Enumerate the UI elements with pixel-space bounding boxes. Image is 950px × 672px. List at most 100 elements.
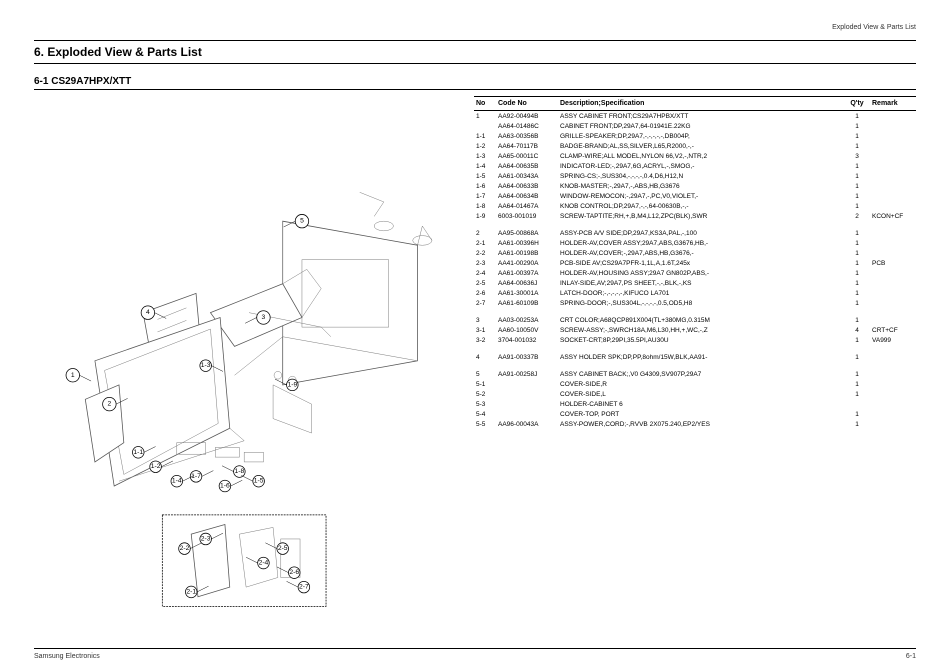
table-row: 1-6AA64-00633BKNOB-MASTER;-,29A7,-,ABS,H… [474, 181, 916, 191]
cell-desc: KNOB-MASTER;-,29A7,-,ABS,HB,G3676 [558, 181, 844, 191]
cell-code: AA91-00258J [496, 369, 558, 379]
cell-remark [870, 419, 916, 429]
cell-code [496, 389, 558, 399]
cell-code: AA64-01467A [496, 201, 558, 211]
diagram-column: 12345 1-31-81-71-61-51-41-21-11-9 2-22-1… [34, 96, 464, 621]
cell-code: AA91-00337B [496, 352, 558, 362]
table-row: 1-8AA64-01467AKNOB CONTROL;DP,29A7,-,-,6… [474, 201, 916, 211]
section-title: 6. Exploded View & Parts List [34, 45, 916, 59]
table-row: 2-7AA61-60109BSPRING-DOOR;-,SUS304L,-,-,… [474, 298, 916, 308]
cell-remark: CRT+CF [870, 325, 916, 335]
cell-no: 1-1 [474, 131, 496, 141]
table-row: 2-6AA61-30001ALATCH-DOOR;-,-,-,-,-,KIFUC… [474, 288, 916, 298]
cell-qty: 1 [844, 181, 870, 191]
cell-desc: SPRING-DOOR;-,SUS304L,-,-,-,-,0.5,OD5,H8 [558, 298, 844, 308]
cell-qty: 1 [844, 315, 870, 325]
svg-text:1-5: 1-5 [254, 478, 264, 485]
cell-qty: 1 [844, 201, 870, 211]
cell-code: AA60-10050V [496, 325, 558, 335]
table-row: 5AA91-00258JASSY CABINET BACK;,V0 G4309,… [474, 369, 916, 379]
cell-qty: 1 [844, 161, 870, 171]
table-row: 2-5AA64-00636JINLAY-SIDE,AV;29A7,PS SHEE… [474, 278, 916, 288]
cell-desc: ASSY-POWER,CORD;-,RVVB 2X075.240,EP2/YES [558, 419, 844, 429]
table-row: 3-23704-001032SOCKET-CRT;8P,29PI,35.5PI,… [474, 335, 916, 345]
cell-code: AA64-01486C [496, 121, 558, 131]
cell-remark [870, 409, 916, 419]
cell-remark [870, 288, 916, 298]
table-row: 5-3HOLDER-CABINET 6 [474, 399, 916, 409]
col-desc: Description;Specification [558, 97, 844, 111]
parts-table-column: No Code No Description;Specification Q't… [474, 96, 916, 621]
cell-remark [870, 201, 916, 211]
table-row: 2AA95-00868AASSY-PCB A/V SIDE;DP,29A7,KS… [474, 228, 916, 238]
cell-desc: SCREW-ASSY;-,SWRCH18A,M6,L30,HH,+,WC,-,Z [558, 325, 844, 335]
table-row: 1AA92-00494BASSY CABINET FRONT;CS29A7HPB… [474, 111, 916, 122]
cell-desc: WINDOW-REMOCON;-,29A7,-,PC,V0,VIOLET,- [558, 191, 844, 201]
col-no: No [474, 97, 496, 111]
table-row: AA64-01486CCABINET FRONT;DP,29A7,64-0194… [474, 121, 916, 131]
cell-no: 1-7 [474, 191, 496, 201]
cell-desc: CLAMP-WIRE;ALL MODEL,NYLON 66,V2,-,NTR,2 [558, 151, 844, 161]
cell-remark [870, 278, 916, 288]
cell-code: AA64-00634B [496, 191, 558, 201]
cell-qty: 1 [844, 248, 870, 258]
svg-text:2-4: 2-4 [259, 560, 269, 567]
cell-code: AA61-00396H [496, 238, 558, 248]
cell-code: AA61-00198B [496, 248, 558, 258]
table-row: 3AA03-00253ACRT COLOR;A68QCP891X004(TL+3… [474, 315, 916, 325]
cell-no: 1-6 [474, 181, 496, 191]
cell-code: 3704-001032 [496, 335, 558, 345]
table-row: 3-1AA60-10050VSCREW-ASSY;-,SWRCH18A,M6,L… [474, 325, 916, 335]
cell-code: AA64-70117B [496, 141, 558, 151]
col-remark: Remark [870, 97, 916, 111]
cell-no: 5-5 [474, 419, 496, 429]
callout-1-7: 1-7 [190, 471, 213, 483]
cell-no: 5-3 [474, 399, 496, 409]
table-spacer [474, 308, 916, 315]
cell-desc: COVER-SIDE,R [558, 379, 844, 389]
svg-text:2-1: 2-1 [186, 588, 196, 595]
cell-desc: ASSY-PCB A/V SIDE;DP,29A7,KS3A,PAL,-,100 [558, 228, 844, 238]
exploded-view-diagram: 12345 1-31-81-71-61-51-41-21-11-9 2-22-1… [34, 96, 464, 616]
cell-qty: 3 [844, 151, 870, 161]
cell-no: 5-1 [474, 379, 496, 389]
col-code: Code No [496, 97, 558, 111]
cell-no: 3-2 [474, 335, 496, 345]
callout-1-6: 1-6 [219, 480, 242, 492]
cell-desc: GRILLE-SPEAKER;DP,29A7,-,-,-,-,-,DB004P, [558, 131, 844, 141]
cell-remark [870, 121, 916, 131]
svg-text:1-9: 1-9 [287, 381, 297, 388]
cell-remark [870, 151, 916, 161]
part-cabinet-back [235, 192, 432, 385]
cell-no: 2-4 [474, 268, 496, 278]
callout-2-6: 2-6 [277, 567, 300, 579]
callout-1-5: 1-5 [241, 475, 264, 487]
svg-text:2-2: 2-2 [180, 545, 190, 552]
cell-code: AA64-00633B [496, 181, 558, 191]
cell-remark [870, 181, 916, 191]
cell-qty: 1 [844, 298, 870, 308]
cell-desc: ASSY HOLDER SPK;DP,PP,8ohm/15W,BLK,AA91- [558, 352, 844, 362]
content-row: 12345 1-31-81-71-61-51-41-21-11-9 2-22-1… [34, 96, 916, 621]
cell-qty: 1 [844, 379, 870, 389]
cell-qty: 1 [844, 335, 870, 345]
cell-code: AA61-00343A [496, 171, 558, 181]
svg-text:3: 3 [262, 314, 266, 321]
parts-table-head: No Code No Description;Specification Q't… [474, 97, 916, 111]
svg-text:1-8: 1-8 [235, 468, 245, 475]
svg-text:5: 5 [300, 218, 304, 225]
cell-desc: COVER-TOP, PORT [558, 409, 844, 419]
footer-right: 6-1 [906, 653, 916, 660]
cell-code [496, 399, 558, 409]
cell-remark: KCON+CF [870, 211, 916, 221]
cell-no: 5 [474, 369, 496, 379]
cell-qty: 1 [844, 258, 870, 268]
cell-remark [870, 131, 916, 141]
table-row: 5-4COVER-TOP, PORT1 [474, 409, 916, 419]
cell-qty: 1 [844, 419, 870, 429]
cell-qty: 1 [844, 171, 870, 181]
cell-qty: 1 [844, 369, 870, 379]
cell-desc: KNOB CONTROL;DP,29A7,-,-,64-00630B,-,- [558, 201, 844, 211]
cell-desc: HOLDER-AV,HOUSING ASSY;29A7 GN802P,ABS,- [558, 268, 844, 278]
table-row: 1-1AA63-00356BGRILLE-SPEAKER;DP,29A7,-,-… [474, 131, 916, 141]
